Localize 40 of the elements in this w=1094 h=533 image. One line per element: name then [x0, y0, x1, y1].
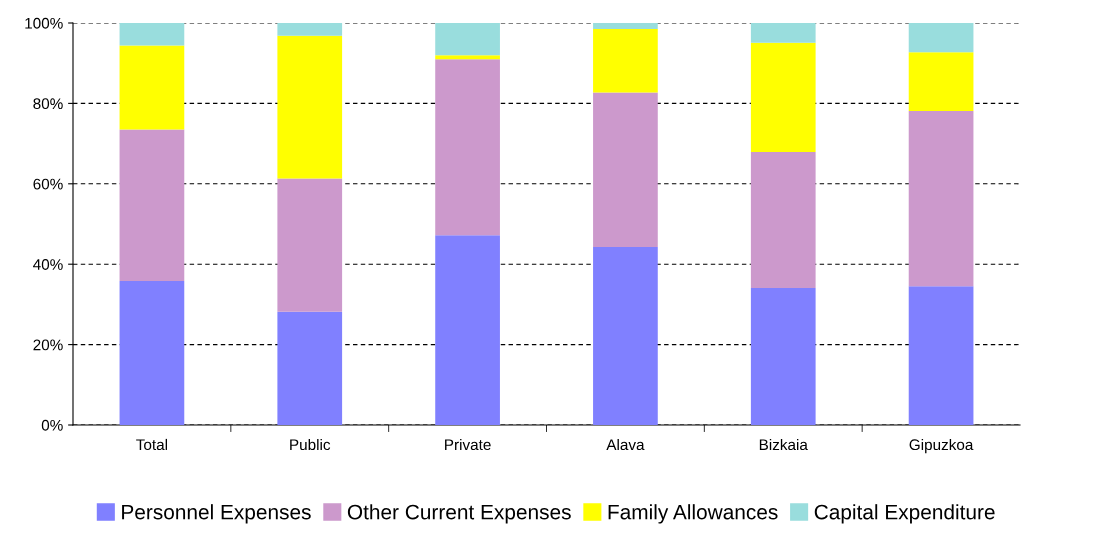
bar: [119, 45, 185, 130]
bar: [435, 55, 500, 60]
bar: [750, 152, 816, 288]
y-tick-label: 100%: [25, 17, 63, 29]
y-tick-label: 20%: [33, 339, 63, 351]
bar: [435, 59, 500, 236]
bar: [908, 52, 974, 112]
bar: [908, 111, 974, 287]
y-tick-label: 60%: [33, 178, 63, 190]
legend-label: Other Current Expenses: [347, 504, 571, 524]
bar: [908, 286, 974, 425]
x-tick-label: Public: [290, 438, 331, 451]
y-tick-label: 80%: [33, 98, 63, 110]
x-tick-label: Total: [136, 438, 168, 451]
bar: [119, 129, 185, 282]
y-tick-label: 40%: [33, 259, 63, 270]
bar: [435, 23, 500, 56]
x-tick-label: Gipuzkoa: [909, 438, 974, 454]
bar: [750, 42, 816, 153]
legend-label: Personnel Expenses: [122, 504, 311, 524]
bar: [593, 246, 658, 425]
x-tick-label: Private: [445, 438, 491, 451]
bar: [277, 35, 343, 179]
bar: [277, 23, 343, 36]
y-tick-label: 0%: [41, 419, 63, 431]
bar: [750, 287, 816, 425]
bar: [593, 23, 658, 30]
bar: [750, 23, 816, 43]
legend-label: Family Allowances: [608, 504, 778, 524]
bar: [435, 235, 500, 425]
bar: [908, 23, 974, 53]
bar: [119, 281, 185, 425]
bar: [277, 311, 343, 425]
legend-label: Capital Expenditure: [814, 504, 995, 524]
bar: [593, 92, 658, 247]
bar: [119, 23, 185, 46]
bar: [593, 29, 658, 93]
x-tick-label: Alava: [606, 438, 645, 451]
x-tick-label: Bizkaia: [759, 438, 808, 451]
bar: [277, 178, 343, 312]
